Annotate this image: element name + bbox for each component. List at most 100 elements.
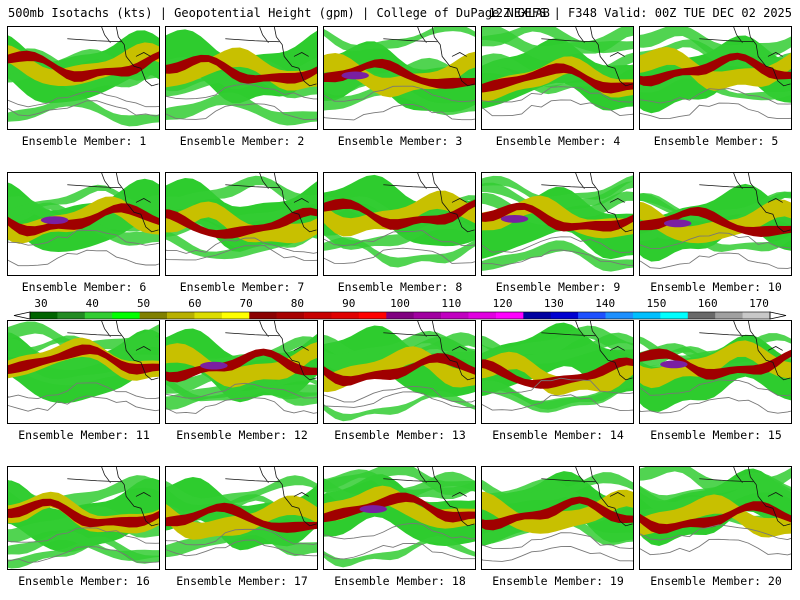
- wind-band-60-70kt: [482, 489, 633, 534]
- ensemble-member-label: Ensemble Member: 5: [653, 134, 779, 148]
- ensemble-member-map: [481, 466, 634, 570]
- coastline-borders: [383, 173, 475, 233]
- ensemble-member-label: Ensemble Member: 8: [337, 280, 463, 294]
- ensemble-member-label: Ensemble Member: 17: [176, 574, 308, 588]
- ensemble-member-label: Ensemble Member: 19: [492, 574, 624, 588]
- jet-core-100kt: [500, 214, 529, 223]
- ensemble-member-label: Ensemble Member: 11: [18, 428, 150, 442]
- height-contour: [324, 247, 475, 264]
- wind-band-60-70kt: [640, 199, 791, 244]
- coastline-borders: [541, 27, 633, 87]
- jet-max-80kt: [482, 202, 633, 232]
- coastline-borders: [225, 321, 317, 381]
- colorbar-swatch: [386, 312, 415, 319]
- height-contour: [640, 524, 791, 541]
- ensemble-member-map: [639, 466, 792, 570]
- coastline-borders: [225, 173, 317, 233]
- colorbar-tick-label: 70: [239, 297, 253, 310]
- colorbar-swatch: [112, 312, 140, 319]
- height-contour: [8, 229, 159, 246]
- jet-stream-map: [8, 173, 159, 267]
- jet-stream-map: [640, 173, 791, 269]
- wind-streak: [324, 390, 475, 422]
- colorbar-swatch: [84, 312, 113, 319]
- wind-band-60-70kt: [8, 42, 159, 87]
- colorbar-swatch: [331, 312, 360, 319]
- height-contour: [8, 249, 159, 267]
- wind-band-60-70kt: [324, 346, 475, 393]
- colorbar-swatch: [523, 312, 552, 319]
- jet-max-80kt: [482, 63, 633, 94]
- jet-max-80kt: [324, 353, 475, 387]
- colorbar-swatch: [441, 312, 469, 319]
- jet-stream-map: [640, 467, 791, 556]
- height-contour: [482, 546, 633, 562]
- wind-band-60-70kt: [482, 351, 633, 396]
- colorbar-swatch: [249, 312, 277, 319]
- jet-max-80kt: [8, 203, 159, 237]
- wind-streak: [8, 194, 159, 231]
- jet-core-100kt: [359, 505, 387, 514]
- wind-streak: [8, 212, 159, 246]
- height-contour: [8, 100, 159, 117]
- height-contour: [8, 527, 159, 544]
- wind-streak: [482, 378, 633, 413]
- ensemble-member-label: Ensemble Member: 20: [650, 574, 782, 588]
- jet-stream-map: [8, 321, 159, 412]
- height-contour: [640, 102, 791, 119]
- colorbar-tick-label: 100: [390, 297, 410, 310]
- wind-streak: [8, 56, 159, 93]
- colorbar-swatch: [304, 312, 332, 319]
- jet-stream-map: [8, 27, 159, 127]
- ensemble-member-label: Ensemble Member: 18: [334, 574, 466, 588]
- jet-max-80kt: [166, 502, 317, 533]
- coastline-borders: [383, 467, 475, 527]
- ensemble-member-map: [639, 320, 792, 424]
- jet-core-100kt: [40, 216, 69, 225]
- jet-max-80kt: [8, 50, 159, 82]
- height-contour: [8, 382, 159, 400]
- jet-max-80kt: [166, 54, 317, 84]
- wind-streak: [166, 58, 317, 92]
- wind-streak: [166, 175, 317, 211]
- wind-streak: [482, 379, 633, 410]
- jet-max-80kt: [8, 344, 159, 375]
- height-contour: [166, 382, 317, 399]
- coastline-borders: [383, 321, 475, 381]
- coastline-borders: [67, 27, 159, 87]
- ensemble-member-map: [7, 466, 160, 570]
- isotach-colorbar: [13, 311, 787, 320]
- coastline-borders: [541, 467, 633, 527]
- wind-streak: [324, 535, 475, 568]
- jet-stream-map: [482, 173, 633, 272]
- ensemble-member-label: Ensemble Member: 9: [495, 280, 621, 294]
- ensemble-member-map: [323, 172, 476, 276]
- colorbar-swatch: [742, 312, 771, 319]
- height-contour: [324, 230, 475, 246]
- height-contour: [324, 85, 475, 103]
- coastline-borders: [67, 467, 159, 527]
- height-contour: [482, 249, 633, 266]
- wind-band-60-70kt: [166, 201, 317, 244]
- wind-streak: [166, 475, 317, 505]
- wind-streak: [640, 333, 791, 361]
- colorbar-left-arrow: [13, 311, 31, 320]
- colorbar-tick-label: 90: [342, 297, 356, 310]
- wind-streak: [482, 240, 633, 272]
- height-contour: [482, 377, 633, 395]
- colorbar-swatch: [468, 312, 497, 319]
- height-contour: [482, 99, 633, 117]
- height-contour: [640, 379, 791, 396]
- height-contour: [640, 397, 791, 414]
- height-contour: [8, 395, 159, 412]
- coastline-borders: [225, 27, 317, 87]
- colorbar-tick-label: 130: [543, 297, 564, 310]
- wind-streak: [324, 27, 475, 52]
- colorbar-swatch: [167, 312, 195, 319]
- coastline-borders: [383, 27, 475, 87]
- jet-max-80kt: [482, 357, 633, 389]
- colorbar-border: [29, 311, 771, 320]
- height-contour: [482, 236, 633, 253]
- colorbar-tick-label: 110: [441, 297, 462, 310]
- wind-band-60-70kt: [640, 494, 791, 538]
